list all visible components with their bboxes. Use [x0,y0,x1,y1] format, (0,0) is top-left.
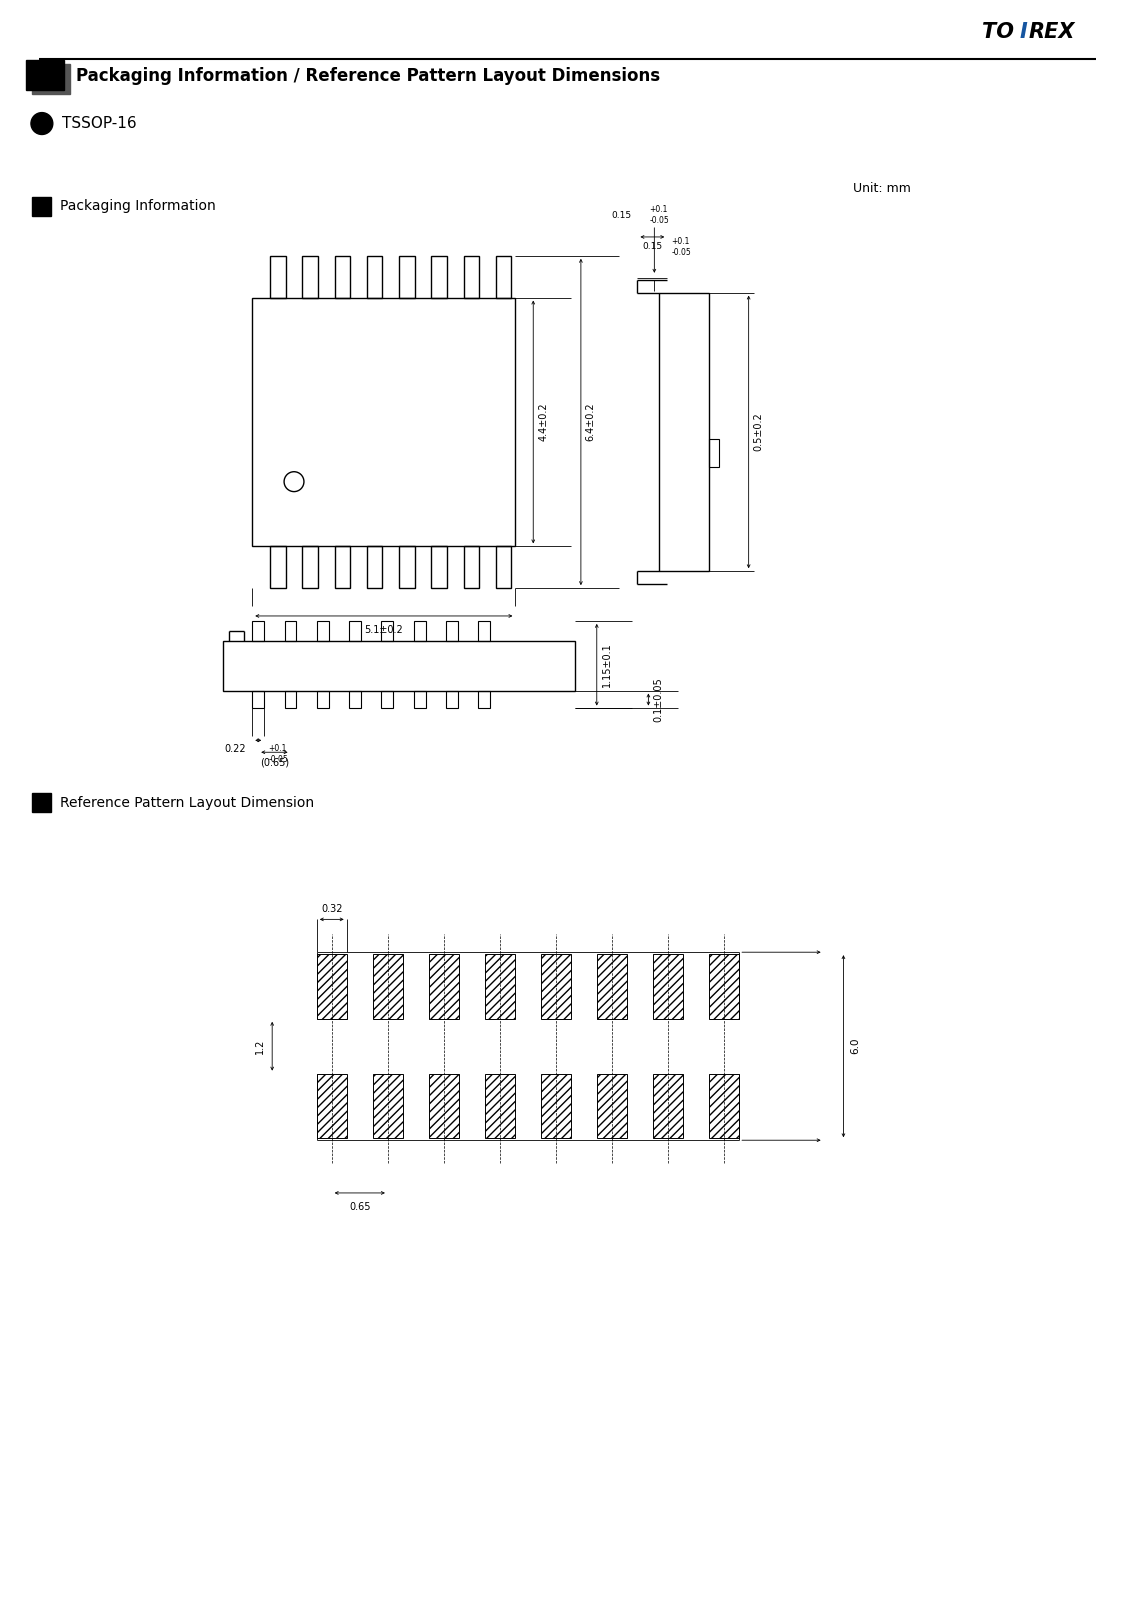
Bar [223,642,575,691]
Text: 0.22: 0.22 [225,744,247,754]
Bar [496,256,512,298]
Bar [349,621,361,642]
Bar [372,954,403,1019]
Text: +0.1
-0.05: +0.1 -0.05 [268,744,288,763]
Bar [659,293,709,571]
Text: 1.2: 1.2 [256,1038,265,1054]
Text: TSSOP-16: TSSOP-16 [62,117,136,131]
Bar [709,438,719,467]
Bar [349,691,361,709]
Text: REX: REX [1029,22,1075,42]
Bar [26,59,63,90]
Bar [302,546,318,589]
Bar [367,546,383,589]
Text: Unit: mm: Unit: mm [852,182,911,195]
Bar [478,691,490,709]
Bar [598,1074,627,1138]
Bar [413,621,426,642]
Bar [367,256,383,298]
Bar [429,1074,458,1138]
Text: 6.4±0.2: 6.4±0.2 [586,403,595,442]
Bar [653,954,683,1019]
Bar [653,1074,683,1138]
Bar [317,954,346,1019]
Bar [317,621,328,642]
Bar [252,298,515,546]
Bar [335,546,350,589]
Bar [429,954,458,1019]
Bar [598,954,627,1019]
Bar [252,691,264,709]
Text: (0.65): (0.65) [260,757,289,766]
Bar [431,546,447,589]
Text: I: I [1020,22,1028,42]
Bar [372,1074,403,1138]
Bar [486,954,515,1019]
Bar [252,621,264,642]
Bar [464,546,479,589]
Bar [710,954,739,1019]
Bar [284,621,297,642]
Text: +0.1
-0.05: +0.1 -0.05 [650,205,669,224]
Bar [446,691,457,709]
Bar [32,794,51,811]
Bar [317,691,328,709]
Bar [32,64,70,94]
Circle shape [31,112,53,134]
Text: 1.15±0.1: 1.15±0.1 [602,642,611,686]
Text: Reference Pattern Layout Dimension: Reference Pattern Layout Dimension [60,795,314,810]
Text: +0.1
-0.05: +0.1 -0.05 [671,237,691,256]
Bar [710,1074,739,1138]
Text: 0.5±0.2: 0.5±0.2 [754,413,764,451]
Bar [271,546,285,589]
Bar [400,256,414,298]
Text: 4.4±0.2: 4.4±0.2 [538,403,548,442]
Bar [335,256,350,298]
Bar [478,621,490,642]
Bar [317,1074,346,1138]
Bar [271,256,285,298]
Bar [464,256,479,298]
Text: Packaging Information: Packaging Information [60,198,215,213]
Bar [541,954,571,1019]
Bar [32,197,51,216]
Bar [431,256,447,298]
Bar [446,621,457,642]
Text: 0.32: 0.32 [321,904,343,915]
Text: TO: TO [981,22,1014,42]
Bar [284,691,297,709]
Text: 5.1±0.2: 5.1±0.2 [365,626,403,635]
Text: 0.15: 0.15 [642,242,662,251]
Text: Packaging Information / Reference Pattern Layout Dimensions: Packaging Information / Reference Patter… [76,67,660,85]
Bar [541,1074,571,1138]
Bar [486,1074,515,1138]
Text: 0.1±0.05: 0.1±0.05 [653,677,663,722]
Bar [400,546,414,589]
Text: 0.15: 0.15 [611,211,632,219]
Bar [381,621,393,642]
Bar [413,691,426,709]
Bar [302,256,318,298]
Bar [381,691,393,709]
Text: 0.65: 0.65 [349,1202,370,1211]
Text: 6.0: 6.0 [850,1038,860,1054]
Bar [496,546,512,589]
